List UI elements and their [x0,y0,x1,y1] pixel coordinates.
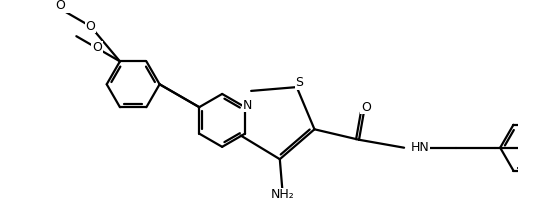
Text: NH₂: NH₂ [270,188,294,201]
Text: N: N [243,99,252,112]
Text: O: O [86,20,95,33]
Text: O: O [361,101,371,114]
Text: S: S [295,76,304,89]
Text: O: O [55,0,65,12]
Text: O: O [92,41,102,54]
Text: HN: HN [411,141,429,154]
